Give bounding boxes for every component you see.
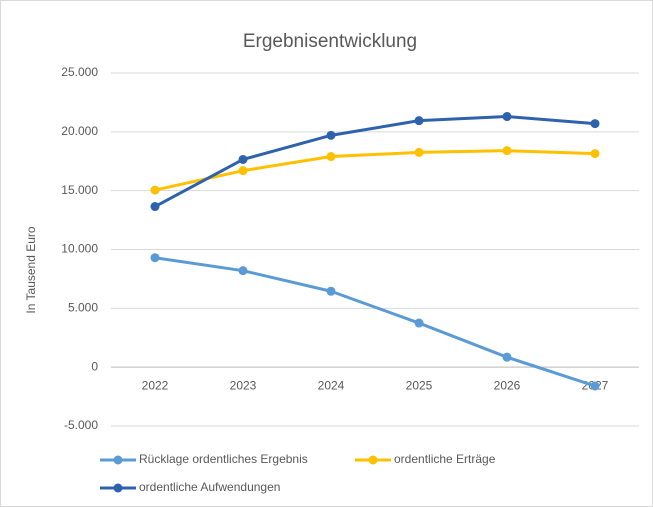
point xyxy=(326,130,336,140)
point xyxy=(502,352,512,362)
x-tick-label: 2022 xyxy=(142,378,169,392)
point xyxy=(238,166,248,176)
legend-label: Rücklage ordentliches Ergebnis xyxy=(139,452,308,466)
point xyxy=(238,266,248,276)
legend-marker xyxy=(113,483,123,493)
point xyxy=(414,116,424,126)
point xyxy=(590,119,600,129)
point xyxy=(150,253,160,263)
point xyxy=(590,381,600,391)
legend-marker xyxy=(368,455,378,465)
point xyxy=(414,318,424,328)
y-tick-label: 10.000 xyxy=(61,242,98,256)
y-tick-label: 15.000 xyxy=(61,183,98,197)
y-tick-label: -5.000 xyxy=(64,418,98,432)
legend-label: ordentliche Erträge xyxy=(394,452,496,466)
point xyxy=(238,154,248,164)
y-axis-label: In Tausend Euro xyxy=(24,226,38,314)
y-tick-label: 25.000 xyxy=(61,65,98,79)
point xyxy=(150,202,160,212)
y-tick-label: 5.000 xyxy=(68,301,98,315)
x-tick-label: 2024 xyxy=(318,378,345,392)
point xyxy=(150,185,160,195)
series-line xyxy=(154,256,596,388)
y-tick-label: 0 xyxy=(91,359,98,373)
legend-label: ordentliche Aufwendungen xyxy=(139,480,280,494)
point xyxy=(502,146,512,156)
chart-title: Ergebnisentwicklung xyxy=(243,31,417,52)
x-tick-label: 2023 xyxy=(230,378,257,392)
series-line xyxy=(154,115,596,208)
series-line xyxy=(154,149,596,192)
x-tick-label: 2025 xyxy=(406,378,433,392)
x-tick-label: 2026 xyxy=(494,378,521,392)
point xyxy=(502,112,512,122)
legend-marker xyxy=(113,455,123,465)
point xyxy=(326,152,336,162)
point xyxy=(326,286,336,296)
point xyxy=(414,147,424,157)
point xyxy=(590,149,600,159)
y-tick-label: 20.000 xyxy=(61,124,98,138)
